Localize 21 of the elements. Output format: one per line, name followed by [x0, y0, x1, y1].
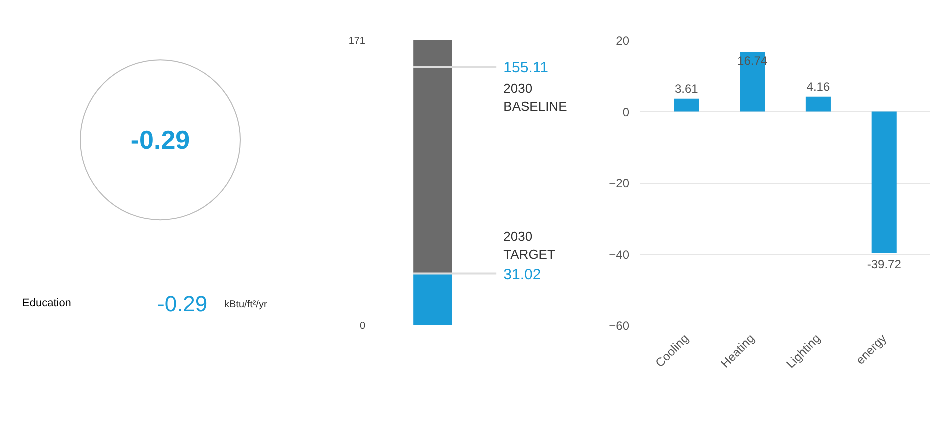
y-tick-label: −20 — [609, 176, 630, 190]
ref-line-label: 2030 BASELINE — [504, 80, 568, 114]
text: 31.02 — [504, 266, 542, 284]
y-tick-label: 0 — [622, 105, 630, 120]
data-label: 3.61 — [674, 82, 699, 96]
text: Education — [22, 298, 72, 310]
y-tick-label: −40 — [609, 248, 630, 262]
bar — [872, 112, 897, 254]
y-tick-label: 20 — [616, 34, 630, 48]
text: -0.29 — [130, 125, 190, 156]
ref-line-label: 2030 TARGET — [504, 228, 556, 262]
data-label: -39.72 — [867, 257, 902, 272]
text: kBtu/ft²/yr — [224, 299, 268, 310]
text: -0.29 — [158, 292, 208, 317]
text: 155.11 — [504, 59, 548, 76]
data-label: 4.16 — [806, 80, 830, 94]
y-tick-label: 171 — [348, 36, 366, 47]
bar — [806, 96, 831, 112]
y-tick-label: 0 — [360, 321, 366, 332]
y-tick-label: −60 — [609, 319, 630, 333]
bar — [674, 98, 700, 112]
